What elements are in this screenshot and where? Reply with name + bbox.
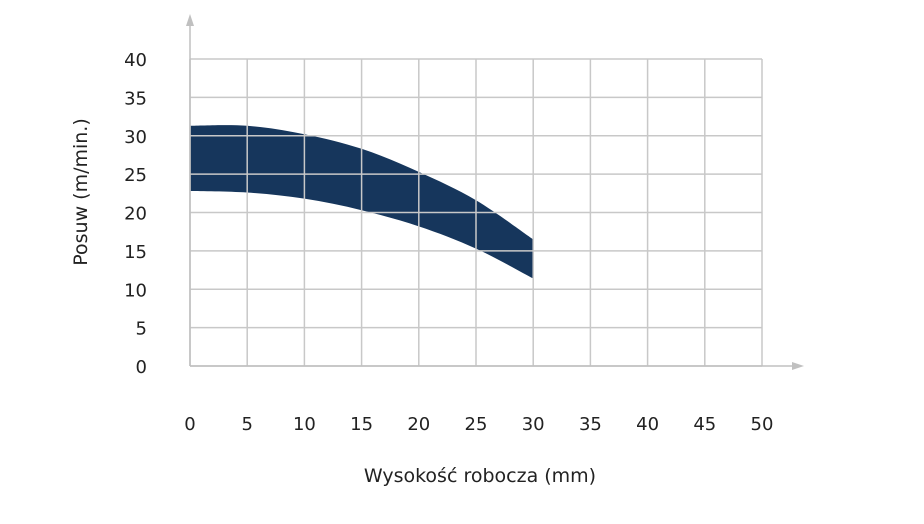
x-tick-label: 25 bbox=[465, 414, 488, 435]
y-tick-label: 35 bbox=[124, 88, 147, 109]
x-axis-label: Wysokość robocza (mm) bbox=[364, 465, 596, 487]
x-tick-label: 15 bbox=[350, 414, 373, 435]
y-tick-label: 0 bbox=[136, 357, 147, 378]
x-tick-label: 50 bbox=[751, 414, 774, 435]
x-tick-label: 0 bbox=[184, 414, 195, 435]
y-tick-label: 30 bbox=[124, 127, 147, 148]
x-tick-label: 40 bbox=[636, 414, 659, 435]
x-tick-label: 20 bbox=[407, 414, 430, 435]
y-tick-label: 20 bbox=[124, 204, 147, 225]
x-tick-label: 35 bbox=[579, 414, 602, 435]
x-axis-arrow-icon bbox=[792, 362, 804, 370]
x-tick-label: 5 bbox=[241, 414, 252, 435]
y-tick-label: 15 bbox=[124, 242, 147, 263]
y-tick-label: 5 bbox=[136, 319, 147, 340]
y-tick-label: 40 bbox=[124, 50, 147, 71]
y-axis-arrow-icon bbox=[186, 14, 194, 26]
y-axis-label: Posuw (m/min.) bbox=[70, 118, 92, 266]
x-tick-label: 30 bbox=[522, 414, 545, 435]
x-tick-label: 10 bbox=[293, 414, 316, 435]
y-tick-label: 25 bbox=[124, 165, 147, 186]
y-tick-label: 10 bbox=[124, 280, 147, 301]
x-tick-label: 45 bbox=[693, 414, 716, 435]
